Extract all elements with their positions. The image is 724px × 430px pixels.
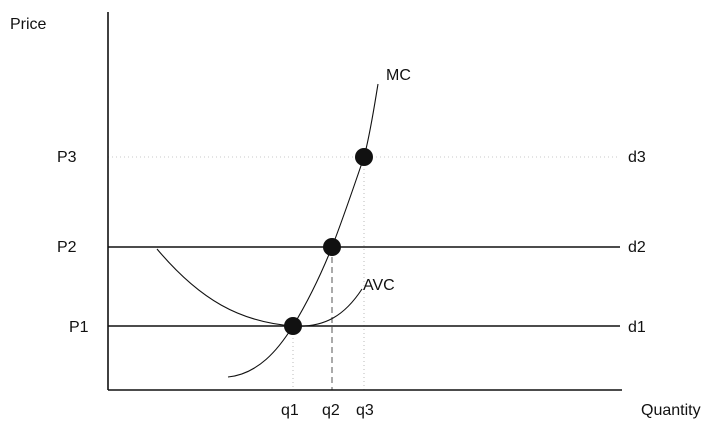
- mc-curve-label: MC: [386, 67, 411, 84]
- y-axis-label: Price: [10, 16, 47, 33]
- x-axis-label: Quantity: [641, 402, 701, 419]
- price-label-p3: P3: [57, 149, 77, 166]
- quantity-label-q1: q1: [281, 402, 299, 419]
- equilibrium-point-1: [284, 317, 302, 335]
- demand-label-d2: d2: [628, 239, 646, 256]
- quantity-label-q3: q3: [356, 402, 374, 419]
- avc-curve-label: AVC: [363, 277, 395, 294]
- demand-label-d3: d3: [628, 149, 646, 166]
- equilibrium-point-3: [355, 148, 373, 166]
- mc-curve: [227, 83, 379, 378]
- quantity-label-q2: q2: [322, 402, 340, 419]
- demand-label-d1: d1: [628, 319, 646, 336]
- price-label-p1: P1: [69, 319, 89, 336]
- price-label-p2: P2: [57, 239, 77, 256]
- equilibrium-point-2: [323, 238, 341, 256]
- avc-curve: [156, 248, 363, 327]
